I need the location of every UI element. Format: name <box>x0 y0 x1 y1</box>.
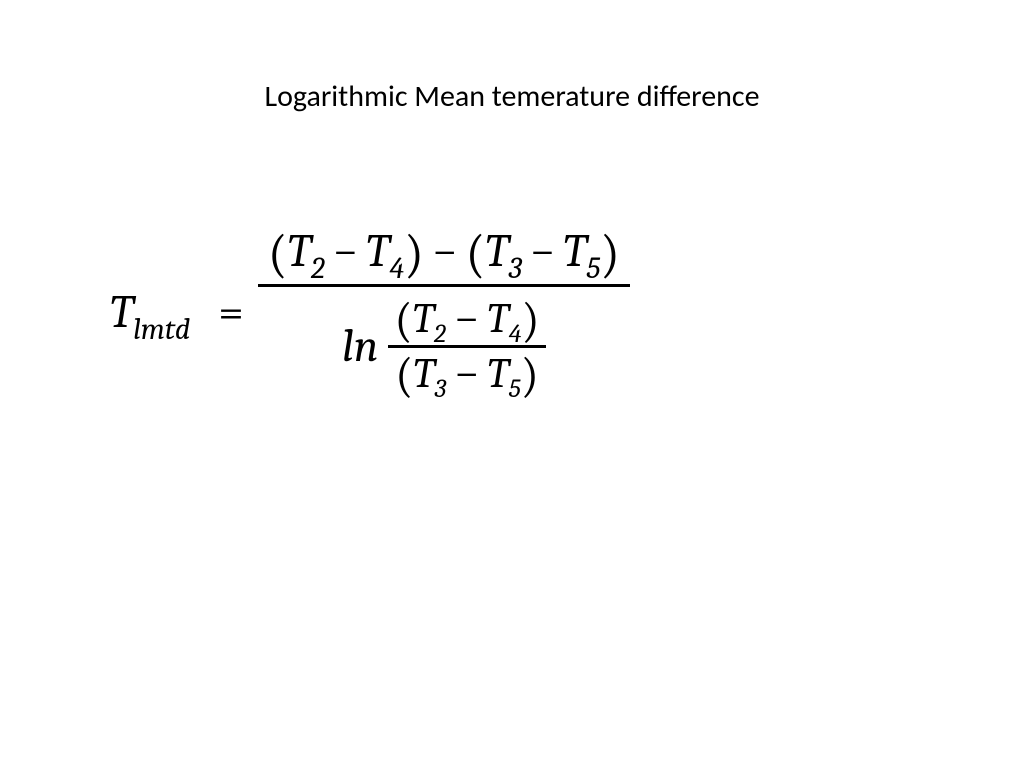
rparen: ) <box>404 228 424 280</box>
equals-sign: = <box>218 290 243 336</box>
term-t3: T3 <box>413 353 446 395</box>
minus-op: − <box>333 229 358 275</box>
main-fraction: ( T2 − T4 ) − ( T3 − T5 <box>258 220 630 406</box>
equation-row: Tlmtd = ( T2 − T4 ) − ( T3 <box>110 220 630 406</box>
ln-function: ln <box>342 324 378 370</box>
term-t5: T5 <box>488 353 521 395</box>
term-t4: T4 <box>366 229 404 275</box>
lparen: ( <box>268 228 288 280</box>
equation: Tlmtd = ( T2 − T4 ) − ( T3 <box>110 220 630 406</box>
minus-op: − <box>454 351 479 397</box>
numerator: ( T2 − T4 ) − ( T3 − T5 <box>258 220 630 284</box>
inner-numerator: ( T2 − T4 ) <box>388 293 545 345</box>
sub-2: 2 <box>434 321 446 347</box>
slide-title: Logarithmic Mean temerature difference <box>0 78 1024 115</box>
term-t2: T2 <box>288 229 325 275</box>
minus-op: − <box>454 296 479 342</box>
var-t: T <box>487 298 508 340</box>
rparen: ) <box>521 297 539 345</box>
sub-3: 3 <box>509 254 522 284</box>
sub-4: 4 <box>509 321 522 347</box>
term-t3: T3 <box>485 229 521 275</box>
var-t: T <box>563 229 586 275</box>
rparen: ) <box>521 352 539 400</box>
lparen: ( <box>395 352 413 400</box>
sub-2: 2 <box>311 254 325 284</box>
minus-op: − <box>432 229 457 275</box>
lhs-var: T <box>110 290 133 336</box>
lhs-subscript: lmtd <box>133 315 190 345</box>
denominator: ln ( T2 − T4 ) <box>332 287 556 406</box>
var-t: T <box>288 229 311 275</box>
var-t: T <box>366 229 389 275</box>
var-t: T <box>413 298 434 340</box>
var-t: T <box>485 229 508 275</box>
term-t4: T4 <box>487 298 521 340</box>
rparen: ) <box>600 228 620 280</box>
lparen: ( <box>465 228 485 280</box>
sub-3: 3 <box>435 376 446 402</box>
term-t5: T5 <box>563 229 600 275</box>
slide: Logarithmic Mean temerature difference T… <box>0 0 1024 768</box>
lparen: ( <box>394 297 412 345</box>
term-t2: T2 <box>413 298 446 340</box>
sub-4: 4 <box>389 254 404 284</box>
var-t: T <box>488 353 509 395</box>
sub-5: 5 <box>509 376 521 402</box>
var-t: T <box>413 353 434 395</box>
inner-fraction: ( T2 − T4 ) ( <box>388 293 545 400</box>
minus-op: − <box>530 229 555 275</box>
lhs: Tlmtd <box>110 290 190 336</box>
sub-5: 5 <box>586 254 600 284</box>
inner-denominator: ( T3 − T5 ) <box>389 348 545 400</box>
